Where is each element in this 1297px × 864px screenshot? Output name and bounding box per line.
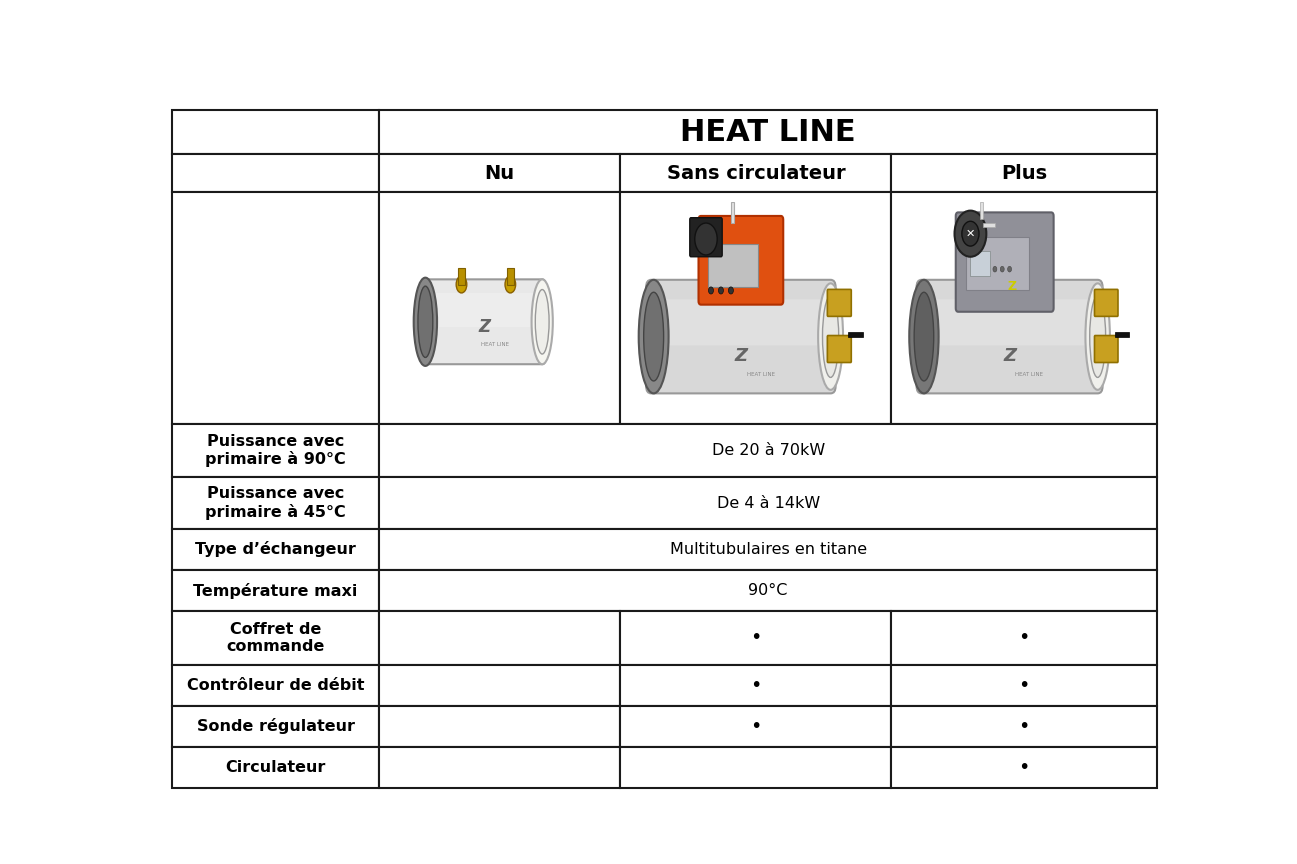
Bar bbox=[891, 664, 1157, 706]
Bar bbox=[891, 154, 1157, 193]
Text: Type d’échangeur: Type d’échangeur bbox=[195, 542, 357, 557]
Bar bbox=[620, 706, 891, 746]
Text: Température maxi: Température maxi bbox=[193, 582, 358, 599]
Text: Sans circulateur: Sans circulateur bbox=[667, 164, 846, 183]
Bar bbox=[173, 611, 379, 664]
Text: •: • bbox=[750, 628, 761, 647]
Bar bbox=[891, 611, 1157, 664]
Bar bbox=[173, 193, 379, 424]
Bar bbox=[891, 193, 1157, 424]
Bar bbox=[173, 664, 379, 706]
Bar bbox=[379, 706, 620, 746]
Text: De 4 à 14kW: De 4 à 14kW bbox=[716, 496, 820, 511]
Text: •: • bbox=[750, 676, 761, 695]
Text: •: • bbox=[1018, 676, 1030, 695]
Bar bbox=[891, 746, 1157, 788]
Text: •: • bbox=[1018, 758, 1030, 777]
Bar bbox=[891, 706, 1157, 746]
Text: •: • bbox=[1018, 628, 1030, 647]
Text: Contrôleur de débit: Contrôleur de débit bbox=[187, 677, 364, 693]
Bar bbox=[379, 154, 620, 193]
Bar bbox=[379, 746, 620, 788]
Text: Plus: Plus bbox=[1001, 164, 1047, 183]
Text: De 20 à 70kW: De 20 à 70kW bbox=[712, 443, 825, 458]
Bar bbox=[173, 529, 379, 570]
Bar bbox=[620, 664, 891, 706]
Text: 90°C: 90°C bbox=[748, 583, 787, 598]
Text: Nu: Nu bbox=[485, 164, 515, 183]
Bar bbox=[379, 424, 1157, 478]
Bar bbox=[173, 746, 379, 788]
Text: •: • bbox=[1018, 716, 1030, 735]
Bar bbox=[173, 570, 379, 611]
Bar bbox=[620, 154, 891, 193]
Text: HEAT LINE: HEAT LINE bbox=[681, 118, 856, 147]
Bar bbox=[173, 478, 379, 529]
Text: Multitubulaires en titane: Multitubulaires en titane bbox=[669, 542, 866, 557]
Text: Sonde régulateur: Sonde régulateur bbox=[197, 718, 354, 734]
Bar bbox=[620, 611, 891, 664]
Bar bbox=[379, 193, 620, 424]
Bar bbox=[620, 193, 891, 424]
Text: •: • bbox=[750, 716, 761, 735]
Text: Circulateur: Circulateur bbox=[226, 759, 326, 775]
Bar bbox=[173, 154, 379, 193]
Bar bbox=[379, 611, 620, 664]
Text: Coffret de
commande: Coffret de commande bbox=[227, 621, 324, 654]
Bar bbox=[173, 706, 379, 746]
Text: Puissance avec
primaire à 90°C: Puissance avec primaire à 90°C bbox=[205, 434, 346, 467]
Bar bbox=[379, 111, 1157, 154]
Bar bbox=[173, 111, 379, 154]
Bar bbox=[173, 424, 379, 478]
Bar bbox=[379, 529, 1157, 570]
Bar bbox=[620, 746, 891, 788]
Bar bbox=[379, 570, 1157, 611]
Bar bbox=[379, 478, 1157, 529]
Text: Puissance avec
primaire à 45°C: Puissance avec primaire à 45°C bbox=[205, 486, 346, 520]
Bar bbox=[379, 664, 620, 706]
